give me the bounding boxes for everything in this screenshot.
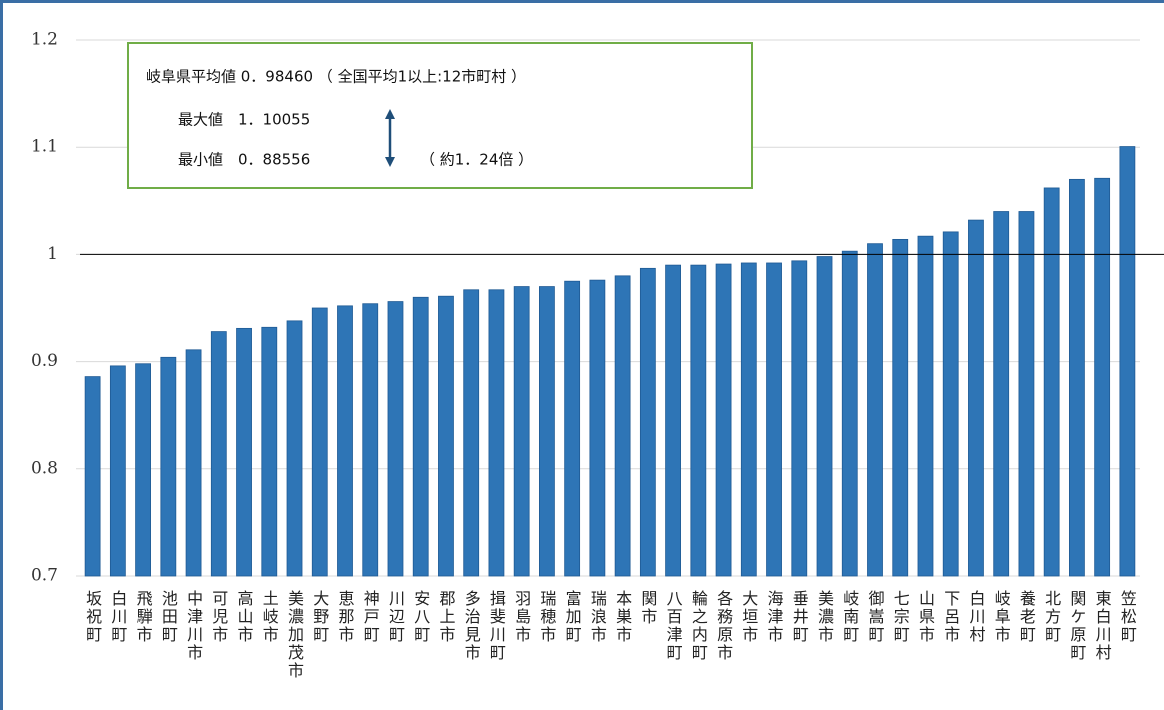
bar — [589, 279, 606, 577]
x-tick-label: 池田町 — [159, 590, 178, 644]
bar — [867, 243, 883, 577]
x-tick-label: 輪之内町 — [689, 590, 708, 662]
bar — [892, 238, 909, 577]
bar — [968, 219, 984, 577]
x-tick-label: 羽島市 — [512, 590, 531, 644]
annotation: （ 約1．24倍 ） — [420, 151, 533, 169]
bar — [109, 365, 126, 577]
bar — [639, 267, 656, 577]
bar — [1094, 177, 1111, 577]
bar — [185, 349, 202, 577]
x-tick-label: 本巣市 — [613, 590, 632, 644]
x-tick-label: 関ケ原町 — [1067, 590, 1086, 662]
bar — [236, 327, 252, 577]
bar — [1069, 178, 1085, 577]
x-tick-label: 郡上市 — [436, 590, 455, 644]
annotation: 最小値 0．88556 — [178, 151, 310, 169]
x-tick-label: 養老町 — [1017, 590, 1036, 644]
x-tick-label: 揖斐川町 — [487, 590, 506, 662]
x-tick-label: 土岐市 — [260, 590, 279, 644]
x-tick-label: 川辺町 — [386, 590, 405, 644]
bar — [438, 295, 454, 577]
x-tick-label: 関市 — [638, 590, 657, 626]
x-tick-label: 富加町 — [563, 590, 582, 644]
bar — [816, 256, 833, 577]
x-tick-label: 御嵩町 — [866, 590, 885, 644]
bar — [917, 235, 934, 577]
bar — [286, 320, 303, 577]
bar — [740, 262, 757, 577]
bar — [387, 301, 404, 577]
y-tick-label: 0.7 — [31, 566, 58, 586]
bar — [337, 305, 353, 577]
bar — [1043, 187, 1060, 577]
bar — [791, 260, 808, 577]
bar — [665, 264, 681, 577]
y-tick-label: 1.2 — [31, 30, 58, 50]
x-tick-label: 笠松町 — [1118, 590, 1137, 644]
bar — [135, 363, 151, 577]
x-tick-label: 安八町 — [411, 590, 430, 644]
bar — [210, 331, 227, 577]
x-tick-label: 恵那市 — [336, 590, 355, 644]
bar — [942, 231, 959, 577]
bar — [690, 264, 707, 577]
x-tick-label: 白川村 — [966, 590, 985, 644]
x-tick-label: 七宗町 — [891, 590, 910, 644]
x-tick-label: 瑞浪市 — [588, 590, 607, 644]
x-tick-label: 大垣市 — [739, 590, 758, 644]
bar — [841, 250, 858, 577]
x-tick-label: 神戸町 — [361, 590, 380, 644]
x-tick-label: 八百津町 — [664, 590, 683, 662]
y-tick-label: 1.1 — [31, 137, 58, 157]
y-tick-label: 0.8 — [31, 458, 58, 478]
x-tick-label: 可児市 — [209, 590, 228, 644]
x-tick-label: 岐南町 — [840, 590, 859, 644]
x-tick-label: 多治見市 — [462, 590, 481, 662]
x-tick-label: 瑞穂市 — [537, 590, 556, 644]
annotation-box — [127, 42, 753, 189]
x-tick-label: 岐阜市 — [992, 590, 1011, 644]
bar — [614, 275, 631, 577]
bar — [84, 376, 101, 577]
x-tick-label: 下呂市 — [941, 590, 960, 644]
x-tick-label: 高山市 — [235, 590, 254, 644]
bar — [463, 289, 480, 577]
bar — [539, 286, 555, 577]
bar — [412, 296, 429, 577]
bar — [261, 326, 278, 577]
bar — [160, 356, 177, 577]
x-tick-label: 美濃加茂市 — [285, 590, 304, 680]
x-tick-label: 各務原市 — [714, 590, 733, 662]
x-tick-label: 中津川市 — [184, 590, 203, 662]
x-tick-label: 北方町 — [1042, 590, 1061, 644]
bar — [715, 263, 732, 577]
bar — [766, 262, 782, 577]
bar — [362, 303, 379, 577]
bar — [513, 286, 530, 577]
x-tick-label: 美濃市 — [815, 590, 834, 644]
x-tick-label: 海津市 — [765, 590, 784, 644]
bar — [488, 289, 505, 577]
x-tick-label: 山県市 — [916, 590, 935, 644]
x-tick-label: 飛騨市 — [134, 590, 153, 644]
x-tick-label: 坂祝町 — [83, 590, 102, 644]
x-tick-label: 白川町 — [108, 590, 127, 644]
bar — [1119, 146, 1136, 577]
bar — [993, 211, 1010, 577]
x-tick-label: 東白川村 — [1093, 590, 1112, 662]
y-tick-label: 1 — [47, 244, 58, 264]
y-tick-label: 0.9 — [31, 351, 58, 371]
x-tick-label: 大野町 — [310, 590, 329, 644]
bar — [311, 307, 328, 577]
bar — [1018, 211, 1035, 577]
annotation: 岐阜県平均値 0．98460 （ 全国平均1以上:12市町村 ） — [146, 68, 526, 86]
x-tick-label: 垂井町 — [790, 590, 809, 644]
annotation: 最大値 1．10055 — [178, 111, 310, 129]
bar — [564, 280, 581, 577]
